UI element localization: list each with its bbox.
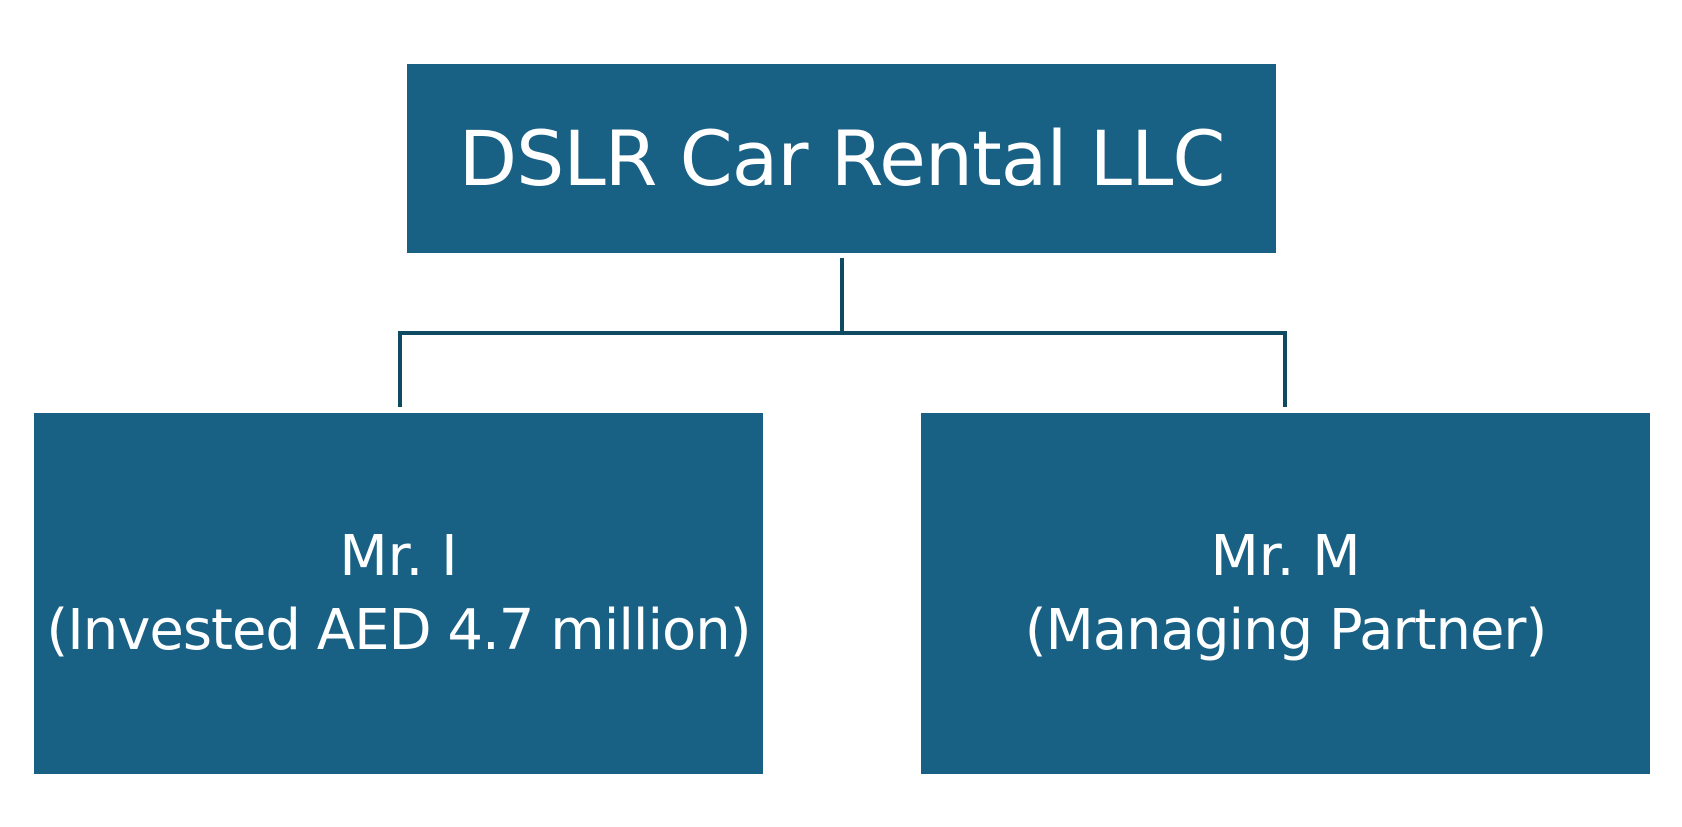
org-root-box: DSLR Car Rental LLC — [407, 64, 1276, 253]
child-name-mr-i: Mr. I — [339, 523, 458, 589]
org-child-box-mr-i: Mr. I (Invested AED 4.7 million) — [34, 413, 763, 774]
org-child-box-mr-m: Mr. M (Managing Partner) — [921, 413, 1650, 774]
child-name-mr-m: Mr. M — [1210, 523, 1361, 589]
child-description-mr-i: (Invested AED 4.7 million) — [46, 597, 751, 663]
child-description-mr-m: (Managing Partner) — [1024, 597, 1548, 663]
org-root-label: DSLR Car Rental LLC — [458, 113, 1226, 203]
